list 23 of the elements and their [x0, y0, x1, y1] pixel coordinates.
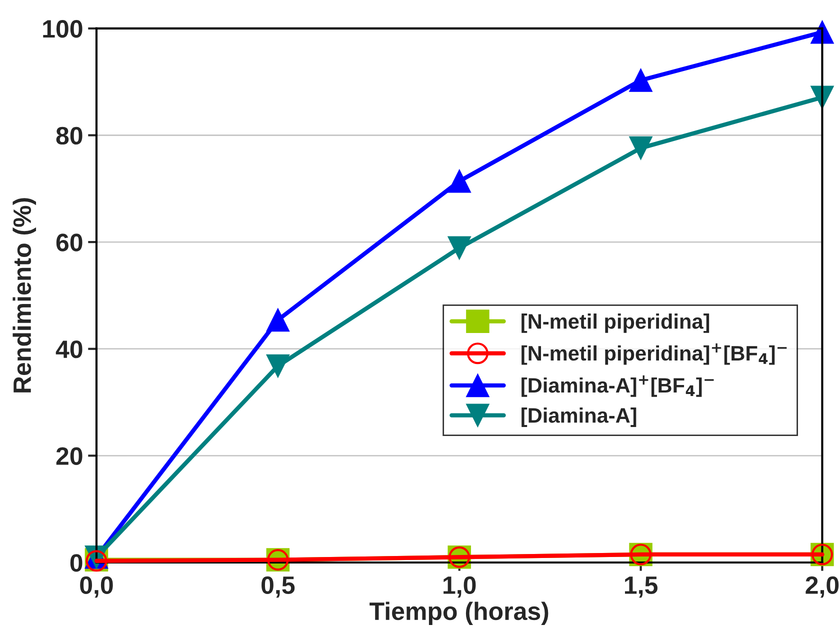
y-axis-title: Rendimiento (%) — [12, 198, 36, 392]
point — [266, 354, 290, 378]
point — [629, 68, 652, 92]
x-tick-label: 1,5 — [624, 576, 658, 598]
y-tick-label: 0 — [70, 554, 82, 572]
y-tick-label: 20 — [56, 447, 82, 465]
point — [629, 136, 652, 160]
legend-label: [Diamina-A]$^{+}$[BF$_{4}$]$^{−}$ — [522, 375, 714, 397]
point — [448, 170, 471, 193]
x-tick-label: 2,0 — [806, 576, 839, 598]
y-tick-label: 100 — [43, 20, 82, 38]
point — [266, 308, 290, 332]
x-tick-label: 1,0 — [444, 576, 476, 598]
x-axis-title: Tiempo (horas) — [370, 602, 548, 626]
y-tick-label: 80 — [56, 126, 82, 145]
x-tick-label: 0,0 — [80, 576, 113, 598]
point — [448, 236, 471, 260]
y-tick-label: 40 — [56, 340, 82, 358]
legend-label: [N-metil piperidina]$^{+}$[BF$_{4}$]$^{−}$ — [522, 343, 787, 365]
y-tick-label: 60 — [56, 234, 82, 252]
legend-label: [Diamina-A] — [522, 408, 636, 427]
legend-label: [N-metil piperidina] — [522, 314, 710, 333]
x-tick-label: 0,5 — [262, 576, 295, 598]
